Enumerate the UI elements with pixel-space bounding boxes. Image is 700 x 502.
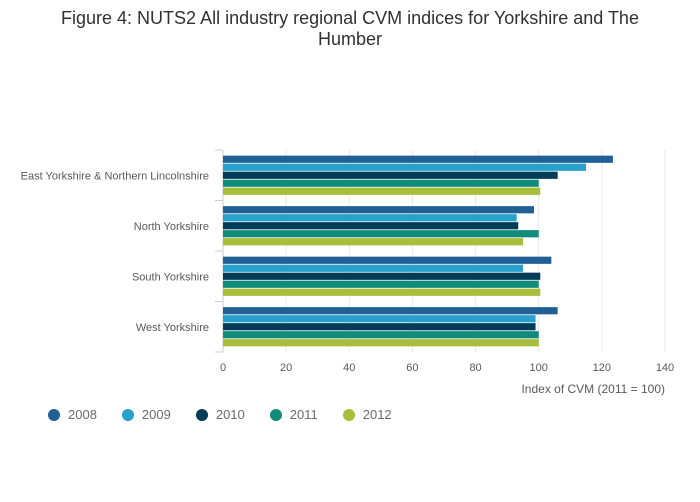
bar-2011-4 — [223, 331, 539, 339]
legend-item-2008[interactable]: 2008 — [48, 407, 97, 422]
x-tick-label: 20 — [280, 362, 292, 374]
bar-2010-1 — [223, 171, 558, 179]
legend-label: 2008 — [68, 407, 97, 422]
x-tick-label: 60 — [406, 362, 418, 374]
legend-item-2010[interactable]: 2010 — [195, 407, 245, 422]
legend-swatch — [121, 408, 134, 421]
bar-2012-2 — [223, 238, 523, 246]
bar-2012-3 — [223, 288, 541, 296]
bar-2008-2 — [223, 206, 534, 214]
x-tick-label: 0 — [220, 362, 226, 374]
bar-2009-3 — [223, 264, 523, 272]
bar-2012-1 — [223, 187, 541, 195]
bar-2011-1 — [223, 179, 539, 187]
legend-item-2011[interactable]: 2011 — [269, 407, 318, 422]
bar-2008-3 — [223, 256, 552, 264]
x-tick-label: 40 — [343, 362, 355, 374]
bar-2009-1 — [223, 163, 587, 171]
x-tick-label: 140 — [656, 362, 674, 374]
category-label: North Yorkshire — [134, 221, 209, 233]
chart-title-line-2: Humber — [317, 29, 383, 49]
chart-title-line-1: Figure 4: NUTS2 All industry regional CV… — [61, 8, 639, 28]
legend-swatch — [342, 408, 355, 421]
bar-2008-1 — [223, 155, 613, 163]
x-axis-label: Index of CVM (2011 = 100) — [521, 382, 665, 396]
legend-item-2009[interactable]: 2009 — [121, 407, 171, 422]
legend-swatch — [269, 408, 282, 421]
x-tick-label: 80 — [469, 362, 481, 374]
chart-legend: 2008 2009 2010 2011 2012 — [48, 407, 417, 422]
legend-item-2012[interactable]: 2012 — [342, 407, 392, 422]
bar-2011-2 — [223, 230, 539, 238]
category-label: South Yorkshire — [132, 271, 209, 283]
bar-2009-4 — [223, 315, 536, 323]
bar-2008-4 — [223, 307, 558, 315]
legend-swatch — [48, 408, 60, 421]
bar-2012-4 — [223, 339, 539, 347]
bar-2011-3 — [223, 280, 539, 288]
x-tick-label: 120 — [593, 362, 611, 374]
legend-label: 2009 — [141, 407, 171, 422]
x-tick-label: 100 — [530, 362, 548, 374]
legend-label: 2011 — [289, 407, 318, 422]
bar-2010-3 — [223, 272, 541, 280]
category-label: East Yorkshire & Northern Lincolnshire — [21, 170, 209, 182]
chart-title: Figure 4: NUTS2 All industry regional CV… — [20, 8, 680, 50]
legend-label: 2010 — [215, 407, 245, 422]
category-label: West Yorkshire — [136, 322, 209, 334]
bar-2010-4 — [223, 323, 536, 331]
bar-2010-2 — [223, 222, 519, 230]
bar-2009-2 — [223, 214, 517, 222]
legend-swatch — [195, 408, 208, 421]
legend-label: 2012 — [362, 407, 392, 422]
